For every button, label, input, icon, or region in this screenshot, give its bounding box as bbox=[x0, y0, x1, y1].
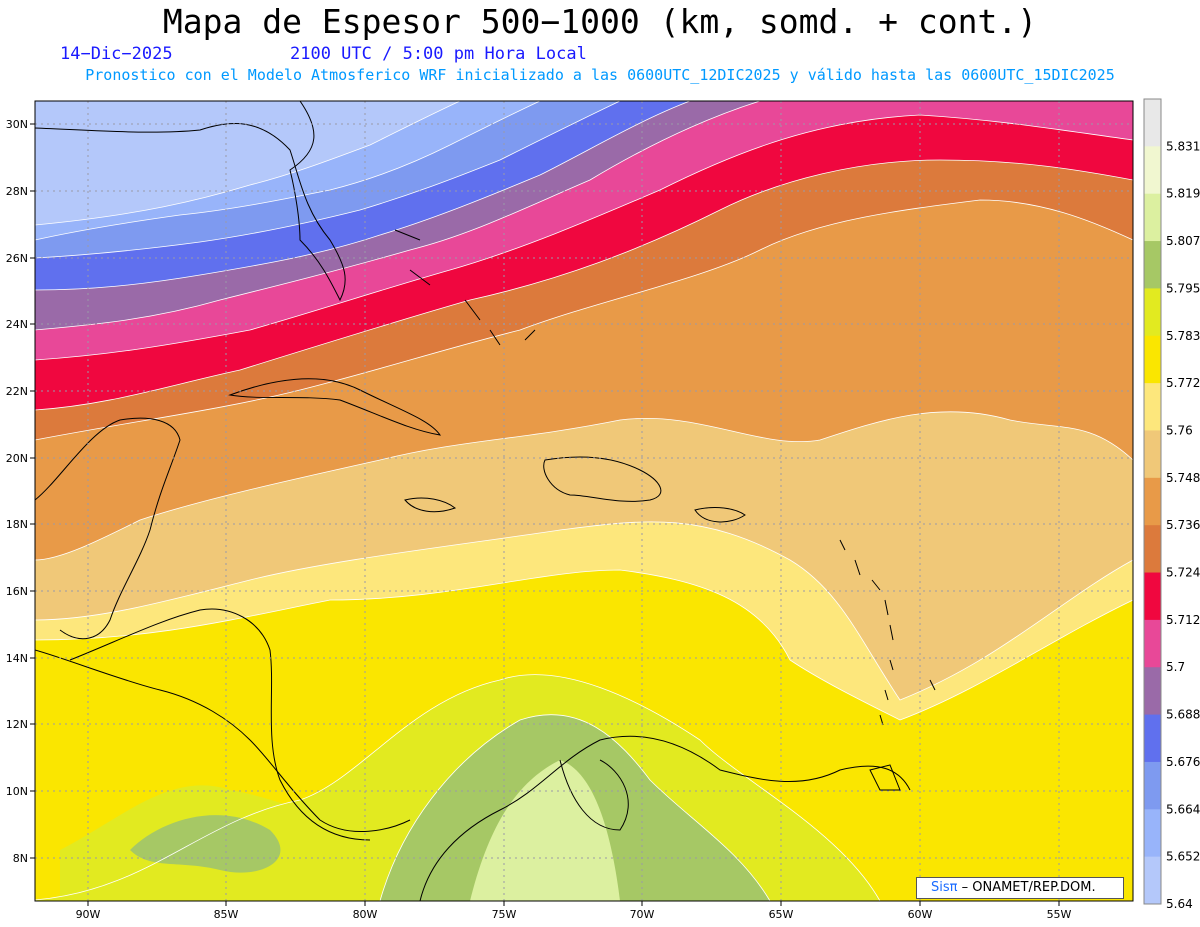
credit-text: – ONAMET/REP.DOM. bbox=[961, 880, 1096, 895]
colorbar: 5.831 5.819 5.807 5.795 5.783 5.772 5.76 5.748 5… bbox=[1143, 98, 1200, 911]
longitude-axis: 90W 85W 80W 75W 70W 65W 60W 55W bbox=[76, 901, 1072, 921]
colorbar-swatch bbox=[1144, 572, 1161, 621]
colorbar-swatch bbox=[1144, 383, 1161, 431]
lat-label: 28N bbox=[6, 185, 28, 198]
lat-label: 26N bbox=[6, 252, 28, 265]
lon-label: 60W bbox=[908, 908, 933, 921]
colorbar-swatch bbox=[1144, 477, 1161, 526]
model-info: Pronostico con el Modelo Atmosferico WRF… bbox=[85, 66, 1115, 84]
colorbar-swatch bbox=[1144, 288, 1161, 337]
colorbar-swatch bbox=[1144, 619, 1161, 668]
contour-fill-layer bbox=[35, 101, 1133, 901]
colorbar-level: 5.664 bbox=[1166, 802, 1200, 816]
coastlines bbox=[35, 101, 936, 901]
lon-label: 90W bbox=[76, 908, 101, 921]
colorbar-level: 5.7 bbox=[1166, 660, 1185, 674]
colorbar-frame bbox=[1143, 98, 1162, 905]
band-5.807 bbox=[470, 760, 620, 901]
lon-label: 70W bbox=[630, 908, 655, 921]
map-title: Mapa de Espesor 500−1000 (km, somd. + co… bbox=[162, 2, 1038, 41]
colorbar-swatch bbox=[1144, 809, 1161, 858]
lon-label: 55W bbox=[1047, 908, 1072, 921]
lat-label: 12N bbox=[6, 718, 28, 731]
lat-label: 10N bbox=[6, 785, 28, 798]
forecast-date: 14−Dic−2025 bbox=[60, 44, 173, 64]
sispi-logo: Sisπ bbox=[931, 880, 958, 895]
lat-label: 14N bbox=[6, 652, 28, 665]
lat-label: 16N bbox=[6, 585, 28, 598]
map-frame bbox=[34, 100, 1134, 902]
colorbar-level: 5.783 bbox=[1166, 329, 1200, 343]
latitude-axis: 30N 28N 26N 24N 22N 20N 18N 16N 14N 12N 10N 8N bbox=[6, 118, 35, 865]
colorbar-level: 5.676 bbox=[1166, 755, 1200, 769]
colorbar-swatch bbox=[1144, 430, 1161, 479]
lat-label: 20N bbox=[6, 452, 28, 465]
colorbar-swatch bbox=[1144, 241, 1161, 289]
colorbar-level: 5.712 bbox=[1166, 613, 1200, 627]
graticule bbox=[35, 101, 1133, 901]
colorbar-swatch bbox=[1144, 335, 1161, 384]
lat-label: 22N bbox=[6, 385, 28, 398]
lon-label: 65W bbox=[769, 908, 794, 921]
colorbar-level: 5.76 bbox=[1166, 423, 1193, 437]
contour-lines bbox=[35, 101, 1133, 901]
colorbar-level: 5.807 bbox=[1166, 234, 1200, 248]
forecast-time: 2100 UTC / 5:00 pm Hora Local bbox=[290, 44, 587, 64]
colorbar-level: 5.831 bbox=[1166, 139, 1200, 153]
colorbar-swatch bbox=[1144, 525, 1161, 574]
colorbar-level: 5.688 bbox=[1166, 708, 1200, 722]
colorbar-swatch bbox=[1144, 667, 1161, 716]
colorbar-swatch bbox=[1144, 146, 1161, 195]
colorbar-level: 5.736 bbox=[1166, 518, 1200, 532]
lon-label: 85W bbox=[214, 908, 239, 921]
colorbar-level: 5.724 bbox=[1166, 566, 1200, 580]
colorbar-level: 5.64 bbox=[1166, 897, 1193, 911]
colorbar-level: 5.795 bbox=[1166, 281, 1200, 295]
lon-label: 80W bbox=[353, 908, 378, 921]
colorbar-swatch bbox=[1144, 193, 1161, 242]
colorbar-level: 5.772 bbox=[1166, 376, 1200, 390]
colorbar-level: 5.819 bbox=[1166, 187, 1200, 201]
colorbar-swatch bbox=[1144, 714, 1161, 763]
colorbar-level: 5.652 bbox=[1166, 850, 1200, 864]
lat-label: 8N bbox=[13, 852, 28, 865]
lat-label: 18N bbox=[6, 518, 28, 531]
lat-label: 30N bbox=[6, 118, 28, 131]
lon-label: 75W bbox=[492, 908, 517, 921]
colorbar-swatch bbox=[1144, 99, 1161, 147]
colorbar-level: 5.748 bbox=[1166, 471, 1200, 485]
credit-box: Sisπ – ONAMET/REP.DOM. bbox=[916, 877, 1124, 899]
colorbar-swatch bbox=[1144, 856, 1161, 905]
lat-label: 24N bbox=[6, 318, 28, 331]
colorbar-swatch bbox=[1144, 761, 1161, 810]
